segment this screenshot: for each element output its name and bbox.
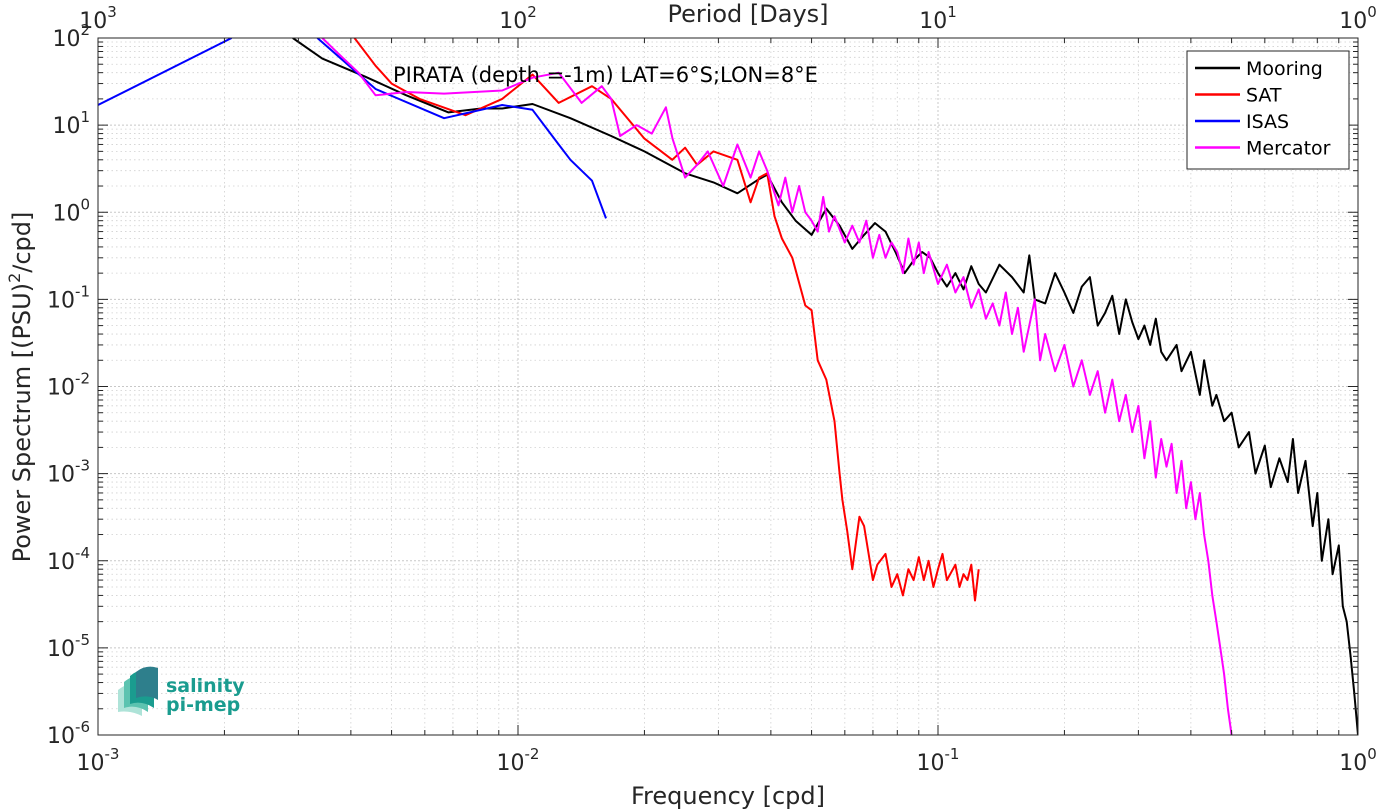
series-line-isas <box>98 38 233 106</box>
chart-annotation: PIRATA (depth =-1m) LAT=6°S;LON=8°E <box>393 63 818 87</box>
plot-viewport <box>98 38 1358 735</box>
x-axis-title: Frequency [cpd] <box>631 782 825 809</box>
x-tick-label: 10-1 <box>917 745 960 776</box>
legend-label: Mooring <box>1246 58 1323 80</box>
series-layer <box>98 38 1358 735</box>
series-line-mercator <box>321 38 1233 735</box>
y-tick-label: 10-1 <box>47 282 90 313</box>
top-tick-label: 102 <box>499 3 537 34</box>
y-tick-label: 10-2 <box>47 370 90 401</box>
legend-box <box>1186 50 1350 170</box>
tick-marks <box>97 37 1359 736</box>
legend: Mooring SAT ISAS Mercator <box>1186 50 1350 170</box>
series-line-mooring <box>292 38 1358 735</box>
salinity-pi-mep-logo: salinity pi-mep <box>118 666 245 716</box>
legend-label: Mercator <box>1246 138 1331 160</box>
top-axis-title: Period [Days] <box>667 0 828 28</box>
y-axis-title-tail: /cpd] <box>8 212 36 273</box>
x-tick-label: 100 <box>1339 745 1377 776</box>
y-axis-title: Power Spectrum [(PSU)2/cpd] <box>5 212 36 563</box>
legend-label: SAT <box>1246 85 1282 107</box>
top-tick-label: 100 <box>1339 3 1377 34</box>
y-tick-label: 100 <box>52 195 90 226</box>
y-tick-label: 10-5 <box>47 631 90 662</box>
logo-waves-icon <box>118 666 158 716</box>
top-tick-label: 101 <box>919 3 957 34</box>
legend-label: ISAS <box>1246 111 1289 133</box>
y-axis-title-sup: 2 <box>5 273 24 283</box>
series-line-isas-segment-2 <box>316 38 607 219</box>
y-tick-label: 10-6 <box>47 718 90 749</box>
y-tick-label: 102 <box>52 21 90 52</box>
x-tick-label: 10-3 <box>77 745 120 776</box>
x-tick-label: 10-2 <box>497 745 540 776</box>
y-tick-label: 10-4 <box>47 544 90 575</box>
logo-line-1: salinity <box>166 675 245 697</box>
top-tick-label: 103 <box>79 3 117 34</box>
y-axis-title-base: Power Spectrum [(PSU) <box>8 283 36 562</box>
logo-line-2: pi-mep <box>166 694 240 716</box>
y-tick-label: 10-3 <box>47 457 90 488</box>
y-tick-label: 101 <box>52 108 90 139</box>
